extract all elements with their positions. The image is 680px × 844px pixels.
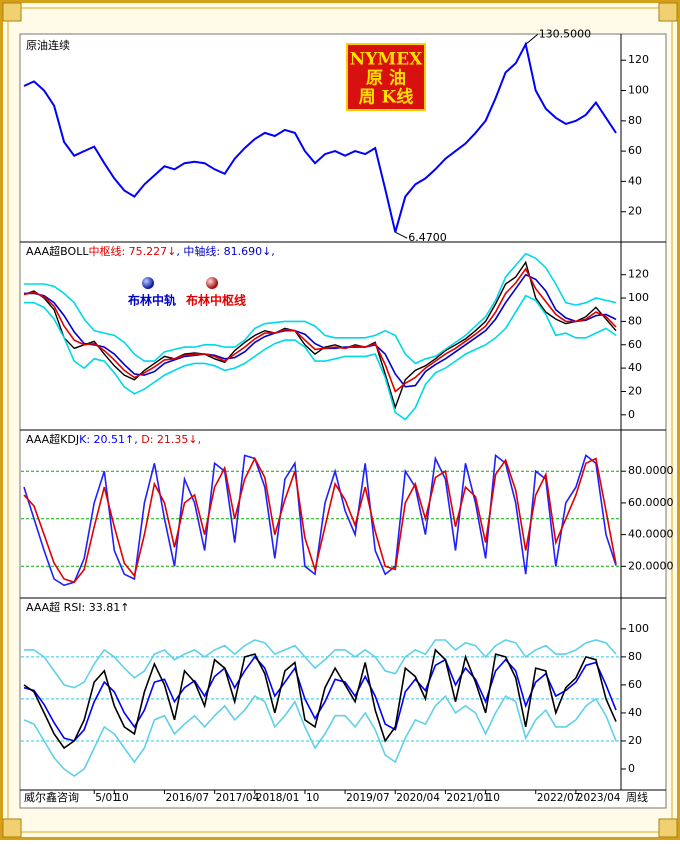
y-tick-label: 40.0000 [628, 528, 674, 541]
y-tick-label: 0 [628, 762, 635, 775]
y-tick-label: 100 [628, 84, 649, 97]
y-tick-label: 80.0000 [628, 464, 674, 477]
readout: 中枢线: 75.227↓ [88, 244, 176, 258]
annotation-leader [395, 231, 408, 239]
corner [658, 818, 678, 838]
y-tick-label: 40 [628, 706, 642, 719]
annotation: 6.4700 [408, 231, 447, 244]
annotation: 130.5000 [539, 27, 592, 40]
panel [21, 639, 620, 777]
x-tick-label: 2018/01 [256, 792, 300, 804]
x-tick-label: 10 [487, 792, 500, 804]
panel [23, 41, 617, 233]
panel [23, 252, 617, 421]
period-label: 周线 [626, 790, 648, 804]
price-line [23, 260, 617, 410]
badge-text: NYMEX [350, 50, 423, 70]
x-tick-label: 2019/07 [346, 792, 390, 804]
annotation-leader [525, 33, 539, 45]
y-tick-label: 100 [628, 291, 649, 304]
y-tick-label: 40 [628, 361, 642, 374]
series-line [23, 456, 617, 584]
y-tick-label: 0 [628, 408, 635, 421]
series-line [24, 294, 617, 421]
y-tick-label: 60 [628, 144, 642, 157]
title-text: 原油连续 [26, 38, 70, 52]
y-tick-label: 120 [628, 268, 649, 281]
corner [2, 2, 22, 22]
title-text: AAA超KDJ [26, 432, 79, 446]
series-line [24, 639, 617, 689]
y-tick-label: 100 [628, 622, 649, 635]
x-tick-label: 2023/04 [577, 792, 621, 804]
legend-marker [142, 277, 154, 289]
readout: K: 20.51↑, [79, 433, 138, 446]
y-tick-label: 20 [628, 734, 642, 747]
series-line [24, 252, 617, 365]
series-line [23, 41, 617, 233]
readout: D: 21.35↓, [138, 433, 201, 446]
y-tick-label: 20 [628, 384, 642, 397]
y-tick-label: 120 [628, 53, 649, 66]
x-tick-label: 2016/07 [165, 792, 209, 804]
corner [2, 818, 22, 838]
badge [346, 43, 426, 111]
frame-inner [7, 7, 673, 833]
y-tick-label: 80 [628, 114, 642, 127]
panel-title: AAA超BOLL中枢线: 75.227↓, 中轴线: 81.690↓, [26, 244, 275, 258]
x-tick-label: 2020/04 [396, 792, 440, 804]
source: 威尔鑫咨询 [24, 790, 79, 804]
y-tick-label: 60 [628, 338, 642, 351]
x-tick-label: 2022/07 [537, 792, 581, 804]
y-tick-label: 60 [628, 678, 642, 691]
series-line [23, 267, 617, 393]
panel-title: 原油连续 [26, 38, 70, 52]
panel-title: AAA超KDJK: 20.51↑, D: 21.35↓, [26, 432, 201, 446]
y-tick-label: 60.0000 [628, 496, 674, 509]
series-line [23, 694, 617, 777]
badge-text: 原 油 [366, 68, 406, 89]
title-text: AAA超BOLL [26, 244, 89, 258]
readout: , 中轴线: 81.690↓, [176, 244, 274, 258]
corner [658, 2, 678, 22]
panel-title: AAA超 RSI: 33.81↑ [26, 600, 129, 614]
y-tick-label: 20 [628, 205, 642, 218]
x-tick-label: 2021/01 [446, 792, 490, 804]
legend-label: 布林中枢线 [186, 293, 246, 308]
legend-marker [206, 277, 218, 289]
plot-frame [19, 33, 667, 809]
legend-label: 布林中轨 [128, 293, 176, 308]
y-tick-label: 40 [628, 174, 642, 187]
series-line [23, 453, 617, 587]
x-tick-label: 10 [306, 792, 319, 804]
series-line [23, 648, 617, 750]
title-text: AAA超 RSI: 33.81↑ [26, 600, 129, 614]
x-tick-label: 10 [115, 792, 128, 804]
y-tick-label: 20.0000 [628, 559, 674, 572]
x-tick-label: 2017/04 [216, 792, 260, 804]
panel [21, 453, 620, 587]
badge-text: 周 K线 [359, 87, 414, 108]
x-tick-label: 5/01 [95, 792, 119, 804]
series-line [24, 273, 617, 388]
y-tick-label: 80 [628, 314, 642, 327]
y-tick-label: 80 [628, 650, 642, 663]
